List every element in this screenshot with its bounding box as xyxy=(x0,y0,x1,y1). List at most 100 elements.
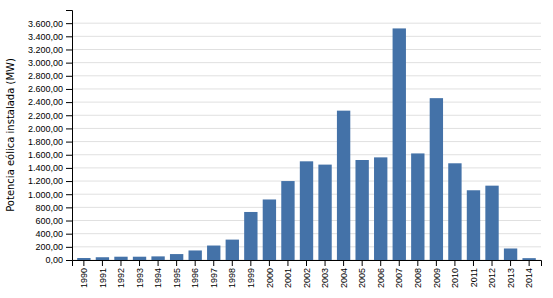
bar xyxy=(448,163,461,260)
x-tick: 1993 xyxy=(135,260,145,288)
y-tick-mark xyxy=(66,234,72,235)
x-tick-mark xyxy=(436,260,437,266)
grid-line xyxy=(72,102,541,103)
x-axis-line xyxy=(73,261,542,267)
y-tick-label: 2.600,00 xyxy=(28,84,63,94)
grid-line xyxy=(72,23,541,24)
y-tick: 1.000,00 xyxy=(28,190,72,200)
x-tick: 1998 xyxy=(227,260,237,288)
x-tick: 2011 xyxy=(469,260,479,287)
y-tick: 2.600,00 xyxy=(28,84,72,94)
x-tick-label: 2009 xyxy=(432,268,442,288)
x-tick: 2002 xyxy=(302,260,312,288)
x-tick: 2006 xyxy=(376,260,386,288)
bar xyxy=(504,248,517,260)
x-tick-label: 1997 xyxy=(209,268,219,288)
x-tick-label: 2001 xyxy=(283,268,293,288)
bar xyxy=(374,157,387,260)
x-tick-label: 1991 xyxy=(98,268,108,288)
grid-line xyxy=(72,62,541,63)
y-tick-mark xyxy=(66,221,72,222)
x-tick: 1992 xyxy=(116,260,126,288)
x-tick-mark xyxy=(325,260,326,266)
x-tick: 2003 xyxy=(320,260,330,288)
x-tick-label: 1998 xyxy=(227,268,237,288)
x-tick-label: 2013 xyxy=(506,268,516,288)
bar xyxy=(77,258,90,260)
x-tick-mark xyxy=(102,260,103,266)
bar xyxy=(355,160,368,260)
x-tick: 1999 xyxy=(246,260,256,288)
x-tick-mark xyxy=(120,260,121,266)
y-tick-label: 2.400,00 xyxy=(28,97,63,107)
x-tick-mark xyxy=(232,260,233,266)
x-tick-mark xyxy=(213,260,214,266)
x-tick: 2007 xyxy=(394,260,404,288)
x-tick-mark xyxy=(343,260,344,266)
y-tick-mark xyxy=(66,181,72,182)
bar xyxy=(263,199,276,260)
x-tick: 2010 xyxy=(450,260,460,288)
y-tick-mark xyxy=(66,36,72,37)
bar xyxy=(133,257,146,260)
x-tick-mark xyxy=(139,260,140,266)
x-tick-mark xyxy=(417,260,418,266)
x-tick-mark xyxy=(529,260,530,266)
x-tick-label: 1994 xyxy=(153,268,163,288)
bar xyxy=(114,257,127,260)
bar xyxy=(244,212,257,260)
y-tick-label: 400,00 xyxy=(35,229,63,239)
y-tick-label: 1.400,00 xyxy=(28,163,63,173)
x-tick-mark xyxy=(473,260,474,266)
y-tick-label: 1.600,00 xyxy=(28,150,63,160)
y-tick: 2.800,00 xyxy=(28,71,72,81)
y-tick-mark xyxy=(66,23,72,24)
y-tick-label: 2.800,00 xyxy=(28,71,63,81)
x-tick: 2000 xyxy=(265,260,275,288)
y-tick-mark xyxy=(66,168,72,169)
x-tick: 1995 xyxy=(172,260,182,288)
x-tick: 2014 xyxy=(524,260,534,288)
y-axis-title: Potencia eólica instalada (MW) xyxy=(5,58,16,212)
x-tick: 2004 xyxy=(339,260,349,288)
y-tick: 200,00 xyxy=(35,242,72,252)
y-tick-mark xyxy=(66,155,72,156)
bar xyxy=(189,250,202,260)
x-tick: 1997 xyxy=(209,260,219,288)
y-tick-label: 600,00 xyxy=(35,216,63,226)
x-tick: 2001 xyxy=(283,260,293,288)
x-tick-label: 2000 xyxy=(265,268,275,288)
y-tick: 800,00 xyxy=(35,203,72,213)
x-tick-label: 1993 xyxy=(135,268,145,288)
y-tick-label: 1.200,00 xyxy=(28,176,63,186)
bar xyxy=(318,165,331,260)
y-tick-label: 3.000,00 xyxy=(28,58,63,68)
x-tick-label: 2010 xyxy=(450,268,460,288)
y-tick: 3.000,00 xyxy=(28,58,72,68)
y-tick-mark xyxy=(66,49,72,50)
x-tick-label: 2007 xyxy=(394,268,404,288)
bar xyxy=(300,161,313,260)
y-tick-label: 3.600,00 xyxy=(28,19,63,29)
x-tick-label: 2003 xyxy=(320,268,330,288)
x-tick-mark xyxy=(287,260,288,266)
x-tick-label: 1990 xyxy=(79,268,89,288)
y-tick-label: 1.000,00 xyxy=(28,190,63,200)
y-tick: 0,00 xyxy=(45,255,72,265)
y-axis-line xyxy=(66,11,73,261)
y-tick-mark xyxy=(66,260,72,261)
x-tick: 2008 xyxy=(413,260,423,288)
bar xyxy=(522,258,535,260)
x-tick-label: 1992 xyxy=(116,268,126,288)
x-tick-mark xyxy=(399,260,400,266)
bar xyxy=(151,256,164,260)
x-tick-mark xyxy=(306,260,307,266)
y-tick-label: 3.200,00 xyxy=(28,45,63,55)
y-tick-mark xyxy=(66,102,72,103)
bar xyxy=(281,181,294,260)
x-tick-label: 1995 xyxy=(172,268,182,288)
x-tick-mark xyxy=(362,260,363,266)
x-tick-label: 2005 xyxy=(357,268,367,288)
bar xyxy=(337,111,350,260)
x-tick-mark xyxy=(380,260,381,266)
